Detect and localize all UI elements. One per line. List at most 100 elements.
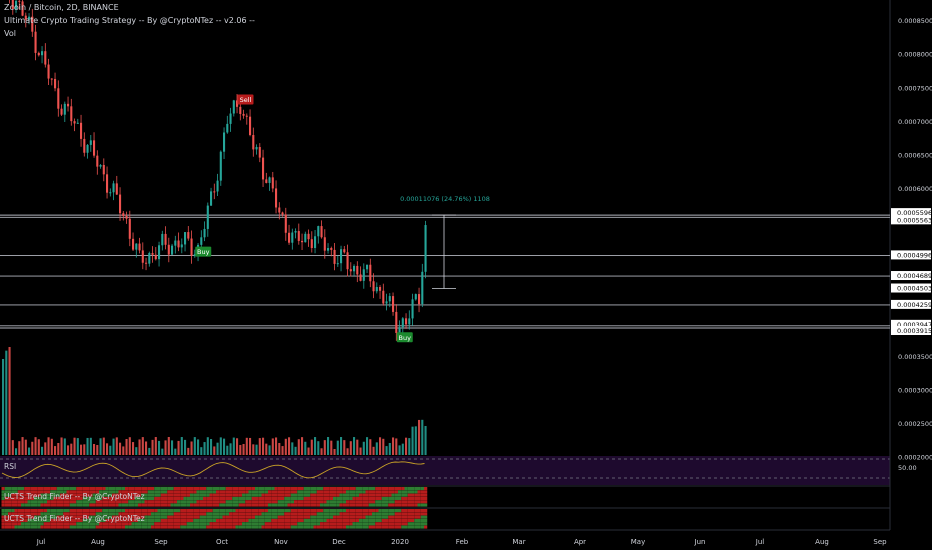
trend-finder-cell	[222, 515, 226, 519]
trend-finder-cell	[17, 518, 21, 522]
trend-finder-cell	[50, 493, 54, 497]
trend-finder-cell	[339, 518, 343, 522]
trend-finder-cell	[24, 512, 28, 516]
trend-finder-cell	[8, 515, 12, 519]
price-candle	[57, 88, 60, 109]
trend-finder-cell	[183, 487, 187, 491]
trend-finder-label-1[interactable]: UCTS Trend Finder -- By @CryptoNTez	[4, 492, 145, 501]
trend-finder-cell	[8, 487, 12, 491]
trend-finder-cell	[118, 509, 122, 513]
volume-indicator-label[interactable]: Vol	[4, 29, 16, 38]
trend-finder-cell	[21, 487, 25, 491]
trend-finder-cell	[157, 522, 161, 526]
trend-finder-cell	[242, 503, 246, 507]
trend-finder-cell	[128, 496, 132, 500]
trend-finder-cell	[235, 512, 239, 516]
trend-finder-cell	[56, 525, 60, 529]
trend-finder-cell	[216, 496, 220, 500]
trend-finder-cell	[40, 493, 44, 497]
trend-finder-cell	[73, 509, 77, 513]
signal-badge-buy	[396, 332, 413, 343]
trend-finder-cell	[261, 503, 265, 507]
trend-finder-cell	[147, 522, 151, 526]
trend-finder-cell	[336, 509, 340, 513]
rsi-indicator-label[interactable]: RSI	[4, 462, 17, 471]
trend-finder-cell	[144, 490, 148, 494]
trend-finder-cell	[352, 518, 356, 522]
trend-finder-cell	[183, 496, 187, 500]
strategy-indicator-label[interactable]: Ultimate Crypto Trading Strategy -- By @…	[4, 16, 255, 25]
trend-finder-cell	[310, 490, 314, 494]
time-axis-label: Aug	[91, 538, 105, 546]
trend-finder-cell	[420, 522, 424, 526]
trend-finder-cell	[375, 503, 379, 507]
trend-finder-cell	[352, 512, 356, 516]
signal-label-sell: Sell	[240, 96, 252, 104]
trend-finder-label-2[interactable]: UCTS Trend Finder -- By @CryptoNTez	[4, 514, 145, 523]
trend-finder-cell	[92, 490, 96, 494]
trend-finder-cell	[186, 509, 190, 513]
trend-finder-cell	[349, 500, 353, 504]
volume-bar	[138, 439, 141, 455]
trend-finder-cell	[154, 493, 158, 497]
price-candle	[333, 249, 336, 264]
price-candle	[219, 151, 222, 181]
price-candle	[330, 248, 333, 250]
trend-finder-cell	[206, 525, 210, 529]
price-candle	[362, 269, 365, 281]
trend-finder-cell	[420, 493, 424, 497]
trend-finder-cell	[268, 496, 272, 500]
trend-finder-cell	[128, 512, 132, 516]
trend-finder-cell	[284, 518, 288, 522]
trend-finder-cell	[180, 512, 184, 516]
trend-finder-cell	[307, 490, 311, 494]
trend-finder-cell	[290, 518, 294, 522]
trend-finder-cell	[212, 487, 216, 491]
trend-finder-cell	[105, 509, 109, 513]
trend-finder-cell	[183, 503, 187, 507]
trend-finder-cell	[398, 500, 402, 504]
price-candle	[414, 294, 417, 300]
price-candle	[213, 191, 216, 193]
trend-finder-cell	[391, 509, 395, 513]
trend-finder-cell	[173, 493, 177, 497]
trend-finder-cell	[284, 500, 288, 504]
trend-finder-cell	[69, 515, 73, 519]
trend-finder-cell	[53, 503, 57, 507]
trend-finder-cell	[37, 515, 41, 519]
trend-finder-cell	[333, 487, 337, 491]
price-level-badge	[891, 299, 931, 309]
trend-finder-cell	[355, 518, 359, 522]
volume-bar	[89, 437, 92, 455]
trend-finder-cell	[411, 500, 415, 504]
trend-finder-cell	[219, 487, 223, 491]
trend-finder-cell	[424, 490, 428, 494]
price-candle	[31, 16, 34, 32]
price-candle	[89, 140, 92, 145]
price-candle	[141, 250, 144, 263]
trend-finder-cell	[131, 518, 135, 522]
trend-finder-cell	[407, 515, 411, 519]
trend-finder-cell	[407, 512, 411, 516]
trend-finder-cell	[99, 525, 103, 529]
trend-finder-cell	[147, 518, 151, 522]
volume-bar	[320, 448, 323, 455]
trend-finder-cell	[60, 490, 64, 494]
trend-finder-cell	[359, 503, 363, 507]
trend-finder-cell	[372, 518, 376, 522]
volume-bar	[167, 437, 170, 455]
price-candle	[379, 287, 382, 291]
trend-finder-cell	[79, 518, 83, 522]
trend-finder-cell	[287, 493, 291, 497]
trend-finder-cell	[287, 522, 291, 526]
volume-bar	[18, 441, 21, 455]
trend-finder-cell	[326, 515, 330, 519]
trend-finder-cell	[128, 493, 132, 497]
price-candle	[327, 248, 330, 251]
trend-finder-cell	[86, 500, 90, 504]
trend-finder-cell	[30, 490, 34, 494]
trend-finder-cell	[37, 503, 41, 507]
trend-finder-cell	[92, 518, 96, 522]
